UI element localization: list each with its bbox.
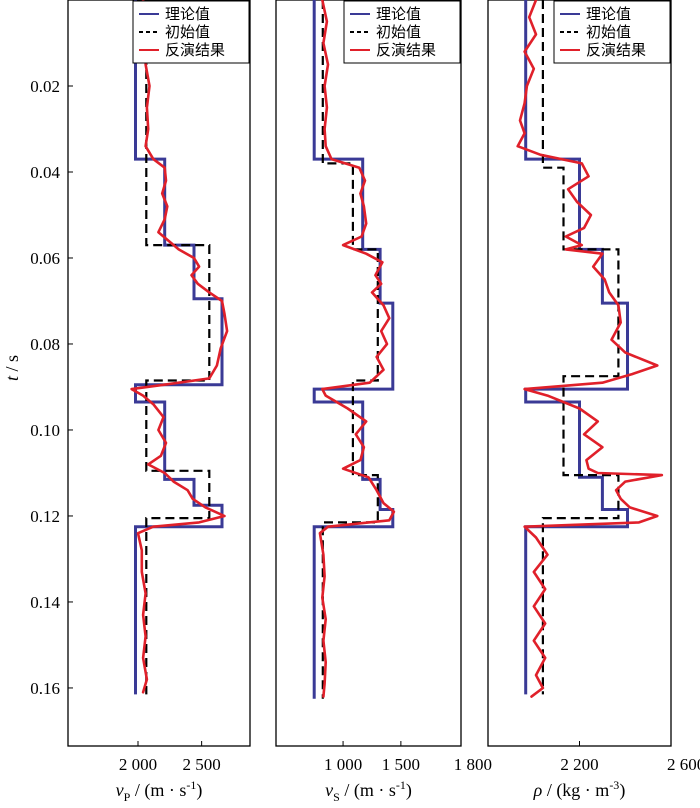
legend-label-inversion: 反演结果 [376,41,436,59]
plot-frame [487,0,672,747]
x-tick-label: 1 800 [454,755,492,774]
series-inversion-line [318,0,396,698]
y-axis-label-var: t [2,375,22,381]
legend-label-inversion: 反演结果 [586,41,646,59]
x-axis-label-close: ) [196,780,202,801]
series-theory-line [524,0,629,695]
plot-frame [275,0,462,747]
x-axis-label: ρ / (kg · m-3) [533,778,626,801]
series-initial-line [145,0,211,695]
x-axis-label: vP / (m · s-1) [116,778,203,804]
x-tick-label: 1 000 [324,755,362,774]
legend-label-initial: 初始值 [165,23,210,41]
y-axis-label: t / s [2,355,22,381]
y-tick-label: 0.08 [30,335,60,354]
x-tick-label: 1 500 [382,755,420,774]
series-initial-line [541,0,620,695]
y-tick-label: 0.14 [30,593,60,612]
x-axis-label-var: v [325,780,333,800]
x-axis-label-close: ) [619,780,625,801]
legend-label-initial: 初始值 [376,23,421,41]
x-axis-label-unit: / (kg · m [542,780,609,801]
y-tick-label: 0.04 [30,163,60,182]
legend-box [553,0,671,64]
series-initial-line [321,0,379,699]
x-axis-label-sup: -1 [396,778,406,792]
x-axis-label-sup: -1 [186,778,196,792]
x-axis-label-sub: P [124,790,131,804]
legend-label-theory: 理论值 [165,5,210,23]
y-axis-label-unit: / s [2,355,22,376]
x-axis-label-var: ρ [533,780,543,800]
legend-label-theory: 理论值 [586,5,631,23]
y-axis-ticks: 0.02 0.04 0.06 0.08 0.10 0.12 0.14 0.16 [30,77,60,698]
legend-label-theory: 理论值 [376,5,421,23]
x-tick-label: 2 000 [119,755,157,774]
x-axis-label-close: ) [406,780,412,801]
x-axis-label-sup: -3 [609,778,619,792]
series-inversion-line [130,0,229,694]
legend-label-initial: 初始值 [586,23,631,41]
x-tick-label: 2 200 [560,755,598,774]
series-inversion-line [516,0,664,698]
y-tick-label: 0.10 [30,421,60,440]
legend-label-inversion: 反演结果 [165,41,225,59]
y-tick-label: 0.06 [30,249,60,268]
x-axis-label-unit: / (m · s [130,780,186,801]
y-tick-label: 0.16 [30,679,60,698]
legend-box [343,0,461,64]
x-axis-label-var: v [116,780,124,800]
x-tick-label: 2 600 [667,755,700,774]
x-tick-label: 2 500 [183,755,221,774]
y-tick-label: 0.12 [30,507,60,526]
legend-box [132,0,250,64]
series-theory-line [134,0,224,695]
x-axis-label-sub: S [333,790,340,804]
y-tick-label: 0.02 [30,77,60,96]
x-axis-label: vS / (m · s-1) [325,778,412,804]
x-axis-label-unit: / (m · s [340,780,396,801]
plot-frame [67,0,251,747]
